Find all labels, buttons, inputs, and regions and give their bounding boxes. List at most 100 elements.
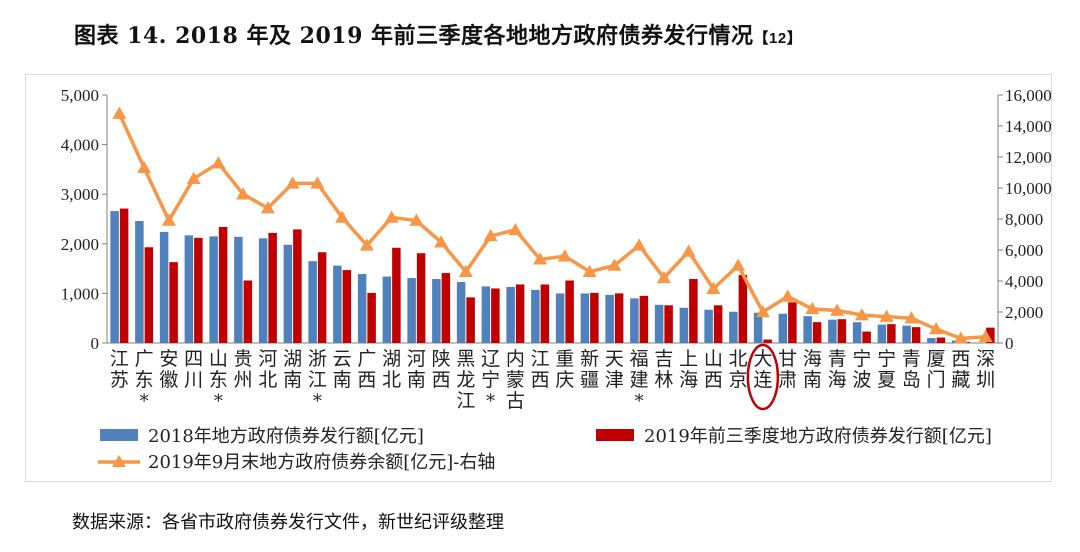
bar-2019q3 [664,305,673,343]
highlight-circle-dalian [746,343,780,411]
category-label: 建 [630,369,649,391]
bar-2019q3 [639,295,649,343]
source-note: 数据来源：各省市政府债券发行文件，新世纪评级整理 [72,512,504,533]
right-axis-tick-label: 4,000 [1005,272,1043,291]
category-label: 连 [753,369,772,391]
bar-2019q3 [738,275,748,343]
figure-title-text: 图表 14. 2018 年及 2019 年前三季度各地地方政府债券发行情况 [74,23,754,49]
bar-2018 [456,281,466,343]
category-label: 肃 [778,369,797,391]
category-label: 海 [803,348,822,370]
bar-2019q3 [491,288,500,343]
line-balance-marker [137,160,152,174]
category-label: 疆 [580,369,599,391]
category-label: 藏 [951,369,970,391]
bar-2019q3 [194,237,203,343]
category-label: 京 [729,369,748,391]
line-balance-marker [681,244,696,257]
line-balance-marker [656,270,671,284]
category-label: 西 [951,348,970,370]
category-label: 湖 [283,348,302,370]
category-label: 内 [506,348,525,370]
category-label: 陕 [432,348,451,370]
bar-2018 [481,286,491,343]
bar-2018 [778,313,788,343]
line-balance-marker [260,201,275,214]
right-axis-tick-label: 12,000 [1005,148,1051,167]
category-label: 黑 [456,348,475,370]
bar-2019q3 [565,280,574,343]
category-label: 南 [803,369,822,391]
bar-2019q3 [342,270,352,343]
category-label: 岛 [902,369,921,391]
bar-2018 [407,278,416,343]
line-balance-marker [632,238,647,251]
category-label: 夏 [877,369,896,391]
category-label: 宁 [877,348,896,370]
right-axis-tick-label: 8,000 [1005,210,1043,229]
bar-2018 [531,289,540,343]
line-balance-marker [458,264,473,277]
line-balance-marker [533,252,548,265]
category-label: * [140,391,149,412]
line-balance-marker [607,258,622,271]
line-balance-marker [236,187,251,200]
category-label: 圳 [976,369,995,391]
category-label: 河 [407,348,426,370]
line-balance-marker [879,309,894,322]
category-label: 宁 [481,369,500,391]
bar-2018 [605,294,614,343]
category-label: 云 [333,348,352,370]
category-label: 福 [630,348,649,370]
line-balance-marker [706,281,721,294]
bar-2018 [927,338,936,343]
bar-2019q3 [887,324,896,343]
bar-2019q3 [812,322,822,343]
left-axis-tick-label: 5,000 [61,86,99,105]
left-axis-tick-label: 1,000 [61,284,99,303]
left-axis-tick-label: 2,000 [61,235,99,254]
left-axis-tick-label: 4,000 [61,136,99,155]
figure-title: 图表 14. 2018 年及 2019 年前三季度各地地方政府债券发行情况【12… [74,18,802,50]
bar-2019q3 [466,297,475,343]
bar-2019q3 [936,337,946,343]
category-label: * [635,391,644,412]
category-label: 吉 [654,348,673,370]
category-label: 新 [580,348,599,370]
bar-2018 [283,244,293,343]
bar-2018 [110,211,119,343]
line-balance-marker [434,235,449,248]
line-balance-marker [359,238,374,251]
bar-2018 [555,293,565,343]
category-label: 门 [927,369,946,391]
bar-2019q3 [911,327,921,343]
bar-2018 [209,236,218,343]
category-label: 津 [605,369,624,391]
category-label: 四 [184,348,203,370]
bar-2019q3 [763,339,772,343]
bar-2018 [679,307,689,343]
bar-2019q3 [441,273,451,343]
bar-2019q3 [144,247,154,343]
figure-ref: 【12】 [753,30,803,47]
category-label: 江 [110,348,129,370]
line-balance-marker [582,264,597,277]
bar-2019q3 [392,247,401,343]
right-axis-tick-label: 10,000 [1005,179,1051,198]
line-balance-marker [557,249,572,262]
bar-2018 [159,231,169,343]
category-label: 川 [184,369,203,391]
bar-2019q3 [986,327,995,343]
line-balance-marker [112,106,127,119]
category-label: 西 [357,369,376,391]
bar-2018 [803,316,812,343]
bar-2019q3 [540,284,550,343]
line-balance-marker [755,305,770,318]
category-label: 深 [976,348,995,370]
line-balance-marker [929,322,944,335]
bar-2018 [184,235,194,343]
category-label: * [486,391,495,412]
bar-2019q3 [689,279,698,343]
line-balance-marker [904,311,919,324]
right-axis-tick-label: 14,000 [1005,117,1051,136]
